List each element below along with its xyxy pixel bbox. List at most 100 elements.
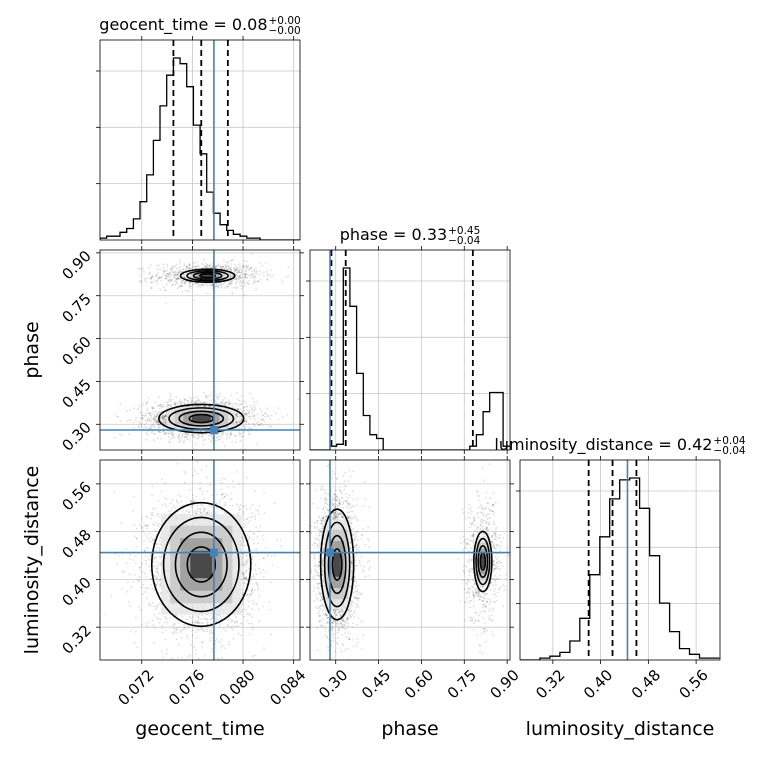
sample-point bbox=[155, 275, 158, 277]
sample-point bbox=[226, 260, 229, 263]
sample-point bbox=[211, 617, 214, 620]
sample-point bbox=[169, 395, 172, 398]
sample-point bbox=[161, 416, 164, 419]
sample-point bbox=[148, 419, 151, 422]
sample-point bbox=[243, 273, 246, 276]
sample-point bbox=[156, 413, 159, 416]
sample-point bbox=[248, 279, 251, 282]
sample-point bbox=[153, 575, 156, 577]
sample-point bbox=[229, 268, 232, 271]
sample-point bbox=[202, 505, 205, 508]
sample-point bbox=[234, 270, 236, 273]
sample-point bbox=[138, 576, 141, 578]
sample-point bbox=[152, 410, 155, 413]
sample-point bbox=[220, 431, 223, 434]
sample-point bbox=[251, 587, 254, 589]
sample-point bbox=[268, 273, 271, 276]
sample-point bbox=[244, 420, 247, 423]
sample-point bbox=[239, 284, 242, 287]
sample-point bbox=[158, 540, 161, 542]
sample-point bbox=[164, 421, 167, 423]
sample-point bbox=[252, 423, 255, 426]
sample-point bbox=[137, 605, 140, 608]
sample-point bbox=[235, 279, 238, 281]
sample-point bbox=[146, 587, 148, 589]
sample-point bbox=[233, 267, 235, 269]
sample-point bbox=[270, 276, 273, 278]
sample-point bbox=[144, 414, 147, 417]
sample-point bbox=[143, 424, 146, 427]
sample-point bbox=[202, 283, 204, 286]
sample-point bbox=[239, 271, 242, 274]
sample-point bbox=[241, 560, 244, 563]
sample-point bbox=[210, 391, 213, 393]
sample-point bbox=[162, 406, 165, 408]
sample-point bbox=[221, 493, 224, 496]
sample-point bbox=[148, 427, 151, 429]
sample-point bbox=[244, 283, 247, 286]
sample-point bbox=[189, 263, 191, 266]
sample-point bbox=[222, 433, 225, 435]
sample-point bbox=[185, 618, 188, 621]
sample-point bbox=[151, 407, 154, 409]
sample-point bbox=[159, 268, 162, 271]
sample-point bbox=[145, 426, 148, 429]
sample-point bbox=[223, 445, 226, 448]
sample-point bbox=[194, 512, 196, 515]
sample-point bbox=[148, 419, 151, 421]
sample-point bbox=[267, 279, 269, 281]
sample-point bbox=[196, 261, 198, 263]
sample-point bbox=[251, 588, 254, 591]
sample-point bbox=[204, 655, 207, 657]
sample-point bbox=[244, 272, 247, 275]
sample-point bbox=[167, 401, 170, 404]
sample-point bbox=[211, 284, 214, 286]
sample-point bbox=[145, 403, 148, 406]
sample-point bbox=[215, 614, 218, 617]
sample-point bbox=[167, 280, 170, 283]
sample-point bbox=[161, 417, 164, 419]
sample-point bbox=[157, 437, 160, 440]
sample-point bbox=[165, 283, 168, 286]
sample-point bbox=[138, 579, 141, 582]
sample-point bbox=[230, 403, 233, 406]
sample-point bbox=[158, 404, 161, 407]
sample-point bbox=[221, 509, 223, 512]
sample-point bbox=[164, 274, 167, 277]
sample-point bbox=[223, 281, 226, 284]
sample-point bbox=[225, 437, 228, 440]
sample-point bbox=[150, 277, 152, 280]
sample-point bbox=[186, 433, 189, 435]
sample-point bbox=[244, 275, 247, 278]
sample-point bbox=[138, 405, 141, 408]
sample-point bbox=[241, 539, 244, 542]
sample-point bbox=[145, 277, 148, 280]
sample-point bbox=[165, 419, 168, 422]
sample-point bbox=[237, 422, 240, 425]
sample-point bbox=[239, 421, 242, 424]
sample-point bbox=[154, 420, 157, 423]
sample-point bbox=[243, 582, 246, 584]
sample-point bbox=[246, 518, 249, 520]
sample-point bbox=[195, 652, 197, 655]
sample-point bbox=[220, 266, 222, 269]
sample-point bbox=[226, 267, 229, 270]
sample-point bbox=[194, 401, 196, 404]
sample-point bbox=[215, 265, 218, 267]
sample-point bbox=[230, 626, 233, 629]
sample-point bbox=[237, 270, 240, 272]
sample-point bbox=[236, 412, 239, 415]
sample-point bbox=[249, 276, 252, 279]
sample-point bbox=[198, 617, 200, 620]
sample-point bbox=[203, 497, 206, 500]
sample-point bbox=[238, 399, 241, 402]
sample-point bbox=[251, 427, 254, 430]
sample-point bbox=[169, 403, 171, 406]
sample-point bbox=[164, 432, 167, 435]
sample-point bbox=[255, 270, 258, 272]
sample-point bbox=[235, 441, 238, 444]
sample-point bbox=[156, 420, 159, 423]
histogram-step bbox=[100, 57, 300, 240]
sample-point bbox=[220, 433, 223, 436]
sample-point bbox=[191, 434, 194, 437]
